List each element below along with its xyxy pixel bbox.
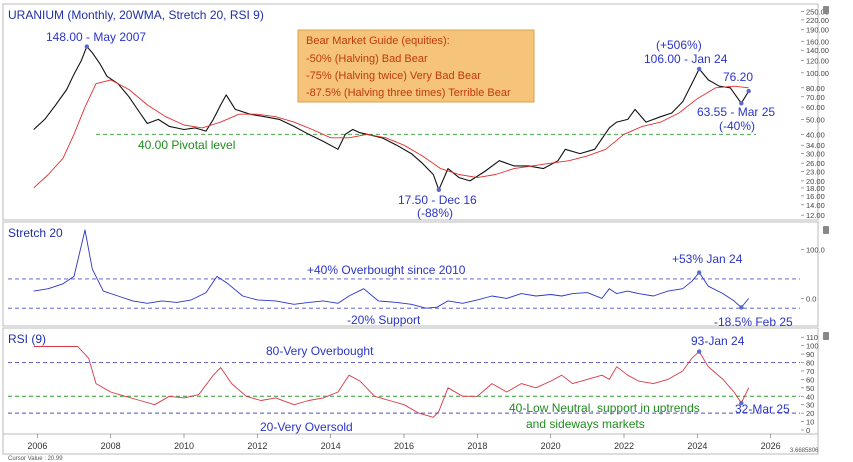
rsi-panel-lock-icon[interactable] <box>823 332 829 340</box>
y-tick-label: 10 <box>806 418 814 427</box>
annotation-minus-18-5-feb-25: -18.5% Feb 25 <box>714 315 793 329</box>
y-tick-label: 40 <box>806 392 814 401</box>
y-tick-label: 60.00 <box>806 103 825 112</box>
annotation-overbought-since-2010: +40% Overbought since 2010 <box>307 263 466 277</box>
y-tick-label: 34.00 <box>806 141 825 150</box>
annotation-marker-point <box>739 101 744 106</box>
time-axis-frame <box>2 433 819 455</box>
annotation-may-2007-high: 148.00 - May 2007 <box>46 30 146 44</box>
bottom-right-value: 3.6685806 <box>790 448 819 454</box>
annotation-marker-point <box>739 305 744 310</box>
x-tick-label: 2012 <box>247 441 267 451</box>
y-tick-label: 80 <box>806 359 814 368</box>
annotation-marker-point <box>696 270 702 275</box>
y-tick-label: 90 <box>806 350 814 359</box>
annotation-pivotal-level: 40.00 Pivotal level <box>138 138 235 152</box>
annotation-32-mar-25: 32-Mar 25 <box>735 402 790 416</box>
y-tick-label: 220.00 <box>806 16 829 25</box>
annotation-plus-53-jan-24: +53% Jan 24 <box>672 252 743 266</box>
annotation-marker-point <box>746 88 751 94</box>
y-tick-label: 23.00 <box>806 167 825 176</box>
annotation-40-low-neutral: 40-Low Neutral, support in uptrends <box>509 401 700 415</box>
rsi-panel-title: RSI (9) <box>8 332 46 346</box>
cursor-value-readout: Cursor Value : 20.99 <box>8 456 63 462</box>
annotation-marker-point <box>696 349 702 354</box>
annotation-minus-88: (-88%) <box>417 206 453 220</box>
y-tick-label: 40.00 <box>806 130 825 139</box>
annotation-marker-point <box>436 187 442 193</box>
y-tick-label: 12.00 <box>806 211 825 220</box>
price-panel-lock-icon[interactable] <box>823 6 829 14</box>
annotation-minus-20-support: -20% Support <box>347 313 421 327</box>
bear-market-guide-box: Bear Market Guide (equities): -50% (Halv… <box>297 29 535 103</box>
annotation-mar-25-low: 63.55 - Mar 25 <box>697 105 775 119</box>
y-tick-label: 250.00 <box>806 7 829 16</box>
x-tick-label: 2022 <box>614 441 634 451</box>
x-tick-label: 2014 <box>321 441 341 451</box>
y-tick-label: 160.00 <box>806 37 829 46</box>
panel-scroll-icons <box>823 6 829 340</box>
rsi-line <box>33 346 750 418</box>
y-tick-label: 20 <box>806 409 814 418</box>
y-tick-label: 20.00 <box>806 177 825 186</box>
y-tick-label: 50 <box>806 384 814 393</box>
annotation-minus-40: (-40%) <box>719 119 755 133</box>
bear-guide-line-3: -87.5% (Halving three times) Terrible Be… <box>306 87 511 99</box>
price-panel-frame <box>2 3 819 221</box>
bear-guide-line-1: -50% (Halving) Bad Bear <box>306 53 428 65</box>
series-layer <box>33 44 751 418</box>
y-tick-label: 50.00 <box>806 115 825 124</box>
stretch-panel-title: Stretch 20 <box>8 226 63 240</box>
y-tick-label: 190.00 <box>806 26 829 35</box>
x-tick-label: 2010 <box>174 441 194 451</box>
bear-guide-line-2: -75% (Halving twice) Very Bad Bear <box>306 70 481 82</box>
annotation-jan-24-high: 106.00 - Jan 24 <box>644 52 728 66</box>
x-tick-label: 2026 <box>761 441 781 451</box>
y-tick-label: 70.00 <box>806 93 825 102</box>
y-tick-label: 30 <box>806 401 814 410</box>
x-tick-label: 2018 <box>467 441 487 451</box>
bear-guide-background <box>297 29 535 103</box>
moving-average-line <box>33 79 749 189</box>
stretch-line <box>33 229 750 309</box>
y-tick-label: 0 <box>806 426 810 435</box>
y-tick-label: 100.00 <box>806 69 829 78</box>
y-tick-label: 70 <box>806 367 814 376</box>
y-tick-label: 14.00 <box>806 201 825 210</box>
y-tick-label: 18.00 <box>806 184 825 193</box>
y-tick-label: 110 <box>806 333 818 342</box>
bear-guide-title: Bear Market Guide (equities): <box>306 35 450 47</box>
annotation-20-very-oversold: 20-Very Oversold <box>260 420 353 434</box>
y-tick-label: 140.00 <box>806 46 829 55</box>
y-tick-label: 120.00 <box>806 57 829 66</box>
x-tick-label: 2008 <box>101 441 121 451</box>
annotation-marker-point <box>84 44 90 49</box>
y-tick-label: 30.00 <box>806 150 825 159</box>
annotation-marker-point <box>739 400 744 406</box>
x-tick-label: 2020 <box>541 441 561 451</box>
x-tick-label: 2016 <box>394 441 414 451</box>
y-tick-label: 60 <box>806 375 814 384</box>
annotation-marker-point <box>696 66 702 72</box>
annotation-plus-506: (+506%) <box>656 38 702 52</box>
y-tick-label: 16.00 <box>806 192 825 201</box>
x-tick-label: 2024 <box>687 441 707 451</box>
annotation-93-jan-24: 93-Jan 24 <box>691 334 745 348</box>
price-panel-title: URANIUM (Monthly, 20WMA, Stretch 20, RSI… <box>8 8 264 22</box>
y-tick-label: 100 <box>806 342 819 351</box>
y-tick-label: 0.0 <box>806 294 816 303</box>
grid-layer: 250.00220.00190.00160.00140.00120.00100.… <box>8 7 829 451</box>
annotation-80-very-overbought: 80-Very Overbought <box>266 344 374 358</box>
y-tick-label: 100.0 <box>806 246 825 255</box>
stretch-panel-lock-icon[interactable] <box>823 226 829 234</box>
annotation-sideways-markets: and sideways markets <box>526 417 645 431</box>
annotation-dec-16-low: 17.50 - Dec 16 <box>398 193 477 207</box>
stretch-panel-frame <box>2 221 819 327</box>
annotation-last-price: 76.20 <box>723 70 753 84</box>
y-tick-label: 26.00 <box>806 159 825 168</box>
x-tick-label: 2006 <box>27 441 47 451</box>
y-tick-label: 80.00 <box>806 84 825 93</box>
